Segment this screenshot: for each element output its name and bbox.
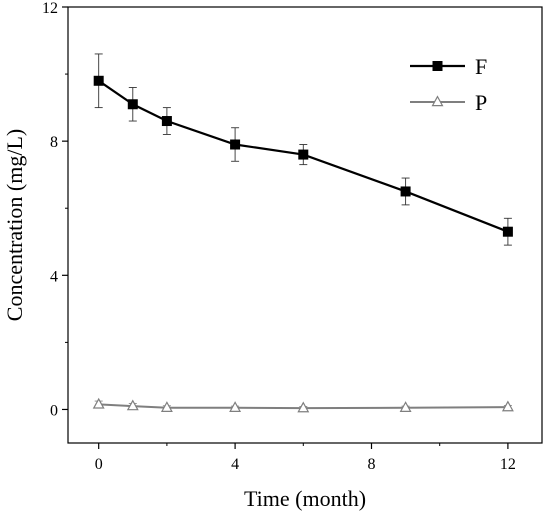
data-point-P: [297, 401, 310, 413]
legend: FP: [410, 54, 487, 115]
legend-item-F: F: [410, 54, 487, 79]
data-point-P: [501, 400, 514, 412]
y-tick-label: 0: [50, 402, 58, 419]
data-point-P: [126, 399, 139, 411]
data-point-F: [502, 226, 513, 237]
x-axis: 0 4 8 12: [95, 443, 516, 473]
x-tick-label: 4: [231, 456, 239, 473]
data-point-P: [92, 397, 105, 409]
series-layer: [92, 53, 514, 413]
x-tick-label: 0: [95, 456, 103, 473]
data-point-P: [229, 401, 242, 412]
x-axis-title: Time (month): [244, 486, 366, 511]
x-tick-label: 12: [500, 456, 516, 473]
series-F: [93, 53, 513, 246]
legend-item-P: P: [410, 90, 487, 115]
data-point-F: [161, 116, 172, 127]
y-tick-label: 4: [50, 268, 58, 285]
y-axis-title: Concentration (mg/L): [2, 129, 27, 321]
data-point-F: [127, 99, 138, 110]
y-tick-label: 12: [42, 0, 58, 17]
data-point-F: [298, 149, 309, 160]
data-point-F: [230, 139, 241, 150]
data-point-P: [160, 401, 173, 412]
x-tick-label: 8: [367, 456, 375, 473]
legend-label: P: [475, 90, 487, 115]
y-tick-label: 8: [50, 134, 58, 151]
legend-label: F: [475, 54, 487, 79]
series-P: [92, 397, 514, 413]
data-point-F: [432, 61, 443, 71]
plot-frame: [67, 6, 543, 444]
data-point-F: [93, 75, 104, 86]
data-point-F: [400, 186, 411, 197]
y-axis: 0 4 8 12: [42, 0, 68, 419]
data-point-P: [431, 95, 444, 107]
data-point-P: [399, 401, 412, 412]
